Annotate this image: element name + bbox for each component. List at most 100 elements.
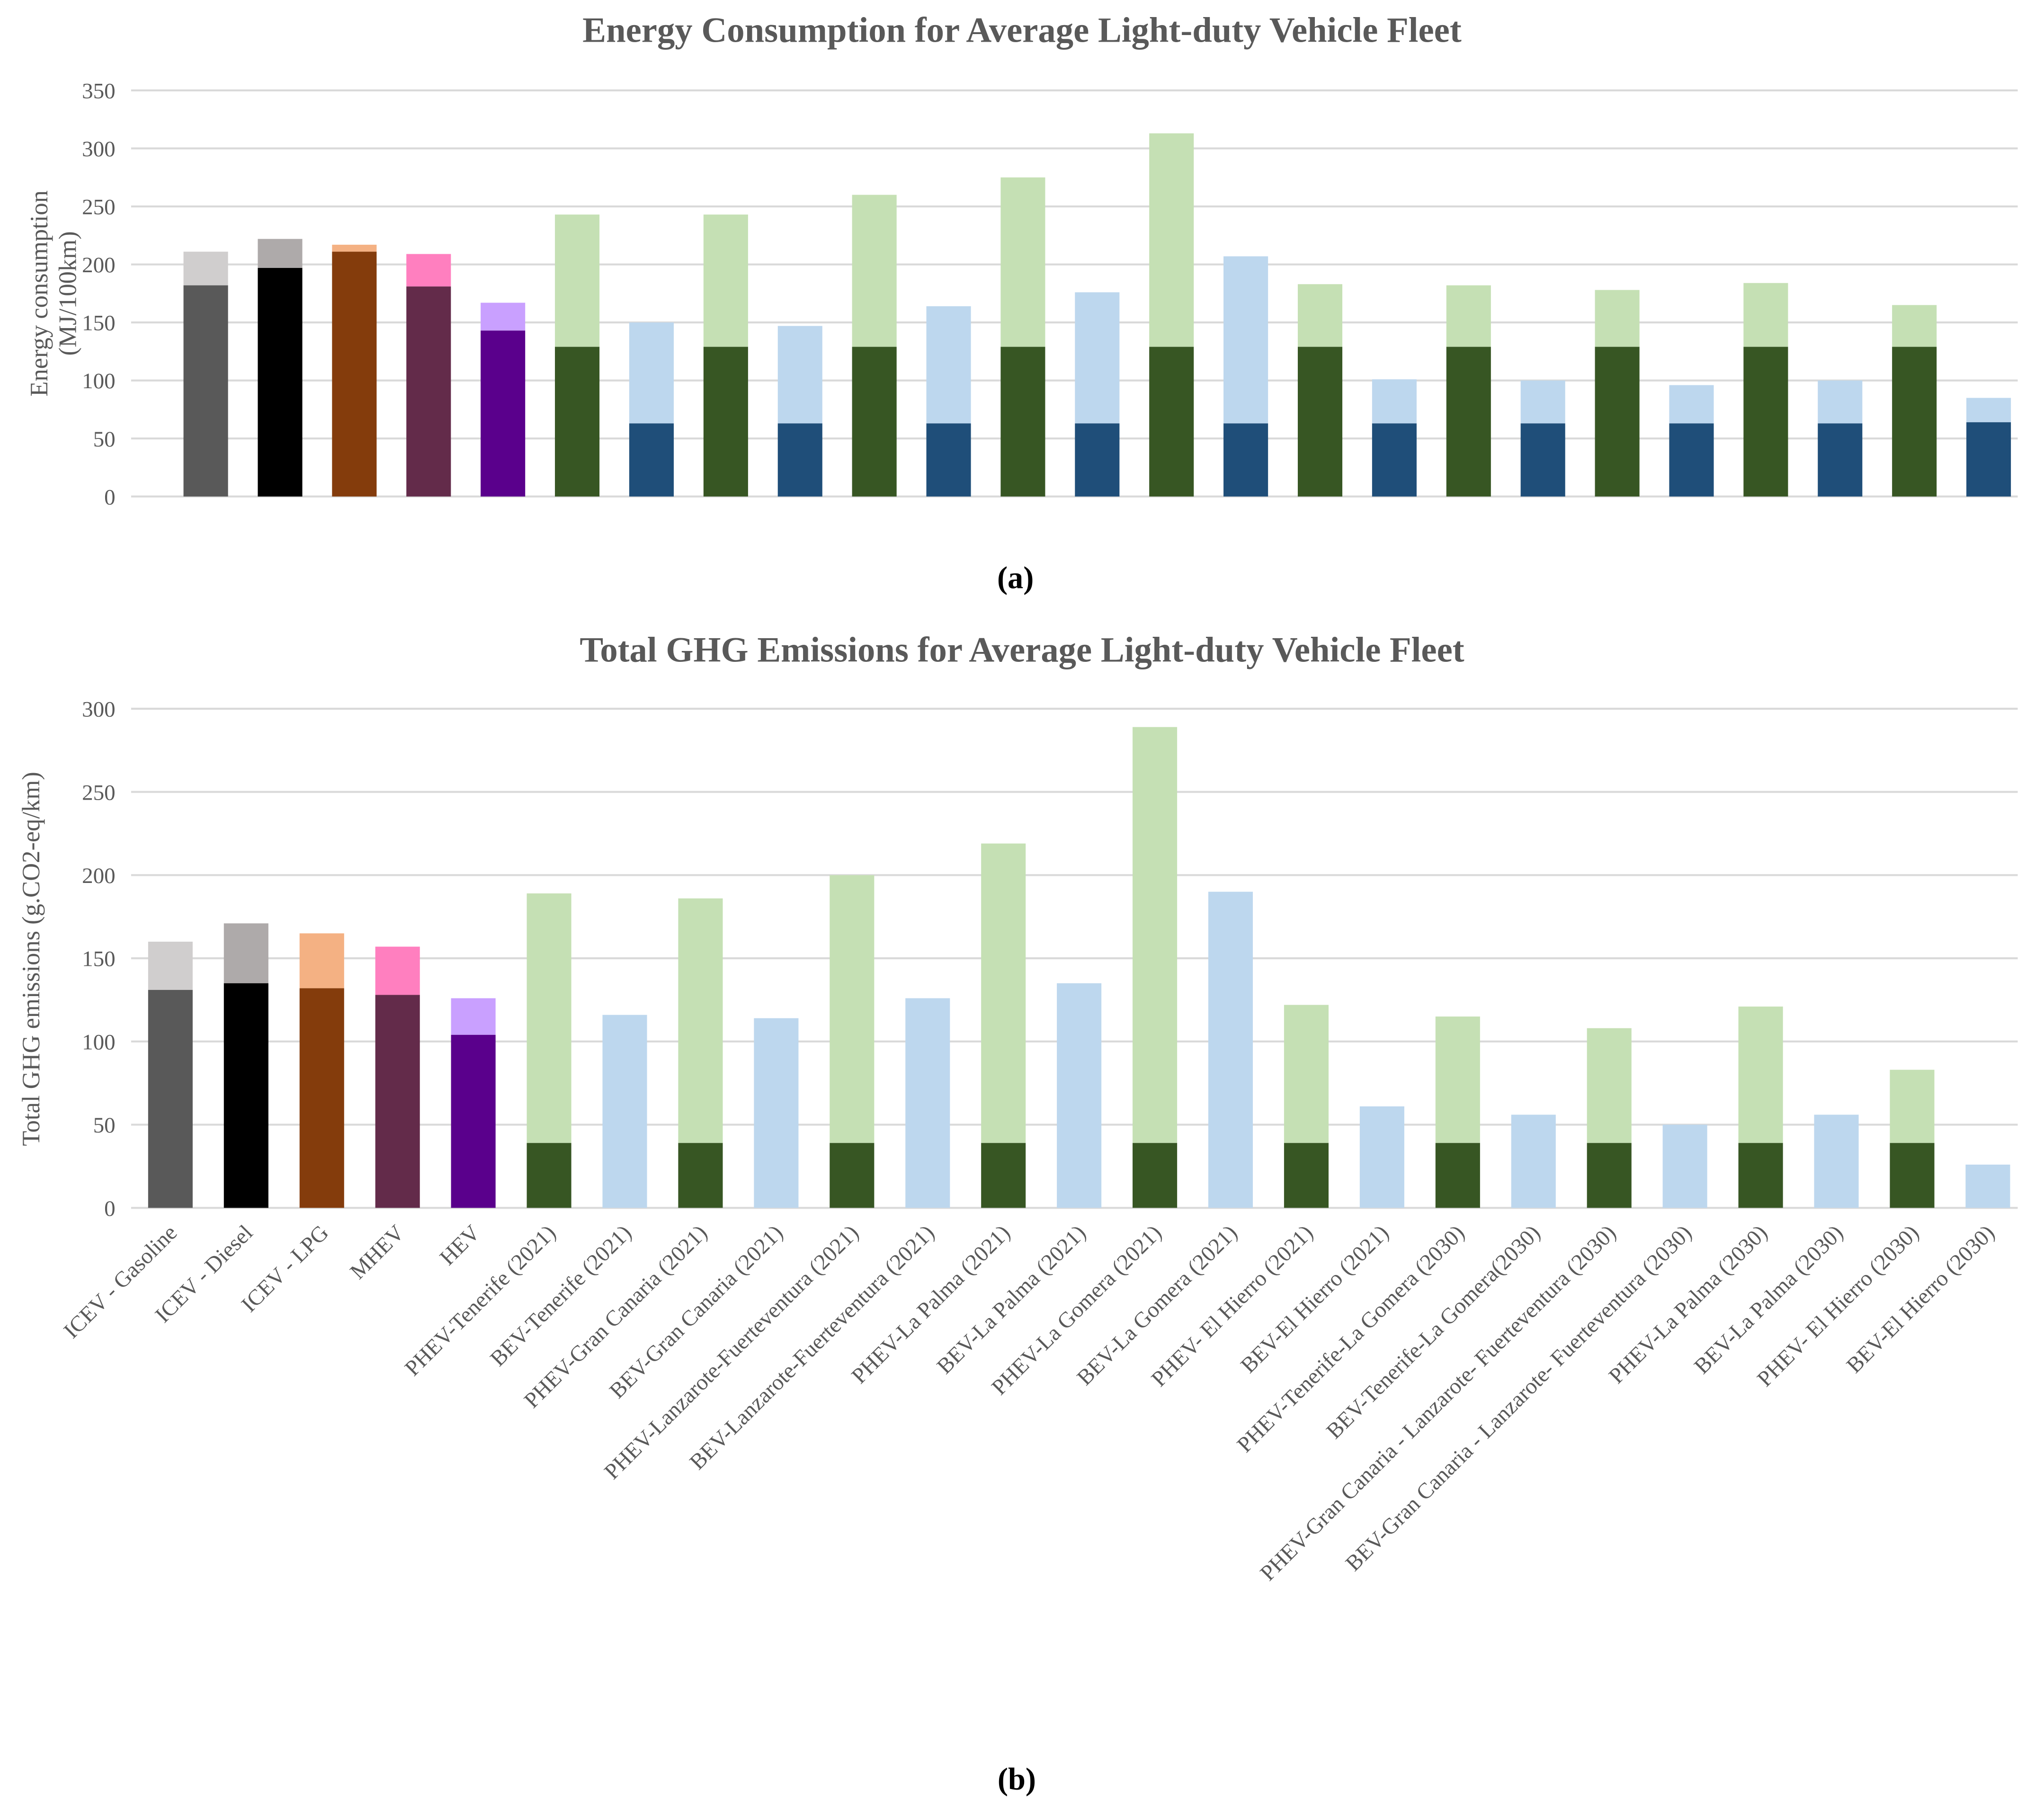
bar-segment-top xyxy=(375,946,420,995)
bar-segment-base xyxy=(555,347,600,497)
bar-segment-top xyxy=(981,843,1026,1143)
bar-segment-top xyxy=(183,251,228,285)
chart-a-title: Energy Consumption for Average Light-dut… xyxy=(582,11,1462,50)
chart-b-title: Total GHG Emissions for Average Light-du… xyxy=(580,630,1464,669)
bar-segment-base xyxy=(332,251,377,497)
chart-a-ylabel-line1: Energy consumption xyxy=(26,190,53,397)
bar-segment-top xyxy=(1587,1028,1632,1143)
bar-segment-top xyxy=(830,875,875,1143)
x-category-label: BEV-La Palma (2030) xyxy=(1689,1221,1848,1379)
bar-segment-top xyxy=(777,326,822,424)
bar-segment-base xyxy=(1000,347,1045,497)
bar-segment-base xyxy=(451,1034,496,1208)
bar-segment-top xyxy=(703,214,748,347)
x-category-label: BEV-El Hierro (2030) xyxy=(1842,1221,1999,1378)
y-tick-label: 200 xyxy=(82,253,116,277)
y-tick-label: 0 xyxy=(104,485,116,509)
bar-segment-base xyxy=(1890,1143,1935,1208)
bar-segment-top xyxy=(1372,379,1417,424)
bar-segment-top xyxy=(1057,983,1102,1208)
bar-segment-top xyxy=(332,244,377,252)
bar-segment-base xyxy=(299,988,344,1208)
bar-segment-base xyxy=(1372,423,1417,497)
bar-segment-base xyxy=(981,1143,1026,1208)
bar-segment-base xyxy=(1223,423,1268,497)
y-tick-label: 200 xyxy=(82,864,116,888)
x-category-label: PHEV-Tenerife (2021) xyxy=(400,1221,561,1381)
bar-segment-base xyxy=(1669,423,1714,497)
bar-segment-base xyxy=(183,285,228,497)
chart-b-panel-label: (b) xyxy=(998,1762,1036,1797)
bar-segment-top xyxy=(1520,380,1565,424)
bar-segment-base xyxy=(1520,423,1565,497)
bar-segment-top xyxy=(527,893,571,1143)
bar-segment-base xyxy=(1446,347,1491,497)
bar-segment-top xyxy=(299,933,344,989)
y-tick-label: 100 xyxy=(82,369,116,393)
bar-segment-base xyxy=(1587,1143,1632,1208)
bar-segment-base xyxy=(1743,347,1788,497)
bar-segment-top xyxy=(1297,284,1343,347)
y-tick-label: 150 xyxy=(82,311,116,336)
bar-segment-top xyxy=(1890,1069,1935,1143)
bar-segment-top xyxy=(451,998,496,1035)
bar-segment-base xyxy=(830,1143,875,1208)
bar-segment-top xyxy=(1000,177,1045,347)
bar-segment-top xyxy=(926,306,971,424)
bar-segment-base xyxy=(926,423,971,497)
bar-segment-top xyxy=(481,303,526,331)
x-category-label: MHEV xyxy=(345,1221,409,1284)
y-tick-label: 300 xyxy=(82,137,116,161)
bar-segment-base xyxy=(1284,1143,1329,1208)
chart-a-ylabel: Energy consumption (MJ/100km) xyxy=(26,190,82,397)
bar-segment-top xyxy=(1446,285,1491,347)
bar-segment-base xyxy=(223,983,268,1208)
y-tick-label: 50 xyxy=(93,427,116,452)
bar-segment-top xyxy=(602,1015,647,1208)
bar-segment-top xyxy=(1133,727,1178,1143)
bar-segment-base xyxy=(1297,347,1343,497)
bar-segment-base xyxy=(1892,347,1937,497)
bar-segment-top xyxy=(1359,1106,1404,1208)
y-tick-label: 50 xyxy=(93,1113,116,1138)
bar-segment-top xyxy=(678,898,723,1143)
bar-segment-top xyxy=(1662,1124,1707,1208)
bar-segment-top xyxy=(1284,1005,1329,1143)
bar-segment-base xyxy=(1435,1143,1480,1208)
x-category-label: BEV-La Palma (2021) xyxy=(932,1221,1091,1379)
bar-segment-base xyxy=(481,330,526,497)
x-category-label: HEV xyxy=(435,1221,485,1270)
bar-segment-top xyxy=(852,195,897,347)
chart-b-ylabel: Total GHG emissions (g.CO2-eq/km) xyxy=(18,772,45,1146)
y-tick-label: 150 xyxy=(82,947,116,971)
bar-segment-top xyxy=(1511,1114,1556,1208)
bar-segment-base xyxy=(678,1143,723,1208)
bar-segment-top xyxy=(1149,133,1194,347)
chart-a-ylabel-line2: (MJ/100km) xyxy=(54,231,82,356)
x-category-label: BEV-Gran Canaria - Lanzarote- Fuertevent… xyxy=(1341,1221,1696,1576)
bar-segment-base xyxy=(1818,423,1863,497)
bar-segment-top xyxy=(148,941,193,990)
x-category-label: PHEV-Gran Canaria - Lanzarote- Fuerteven… xyxy=(1256,1221,1621,1586)
y-tick-label: 350 xyxy=(82,79,116,104)
bar-segment-base xyxy=(406,286,451,497)
bar-segment-base xyxy=(1149,347,1194,497)
bar-segment-base xyxy=(703,347,748,497)
bar-segment-top xyxy=(629,322,674,424)
bar-segment-base xyxy=(1966,422,2011,497)
bar-segment-top xyxy=(406,254,451,287)
bar-segment-base xyxy=(777,423,822,497)
bar-segment-top xyxy=(1738,1007,1783,1143)
bar-segment-base xyxy=(527,1143,571,1208)
bar-segment-top xyxy=(1208,891,1253,1208)
chart-a-plot: 0 50 100 150 200 250 300 350 xyxy=(82,79,2018,509)
bar-segment-base xyxy=(1075,423,1120,497)
bar-segment-top xyxy=(1595,290,1640,347)
y-tick-label: 300 xyxy=(82,697,116,722)
bar-segment-base xyxy=(375,995,420,1208)
x-category-label: BEV-El Hierro (2021) xyxy=(1236,1221,1393,1378)
bar-segment-top xyxy=(223,923,268,983)
bar-segment-top xyxy=(754,1018,799,1208)
